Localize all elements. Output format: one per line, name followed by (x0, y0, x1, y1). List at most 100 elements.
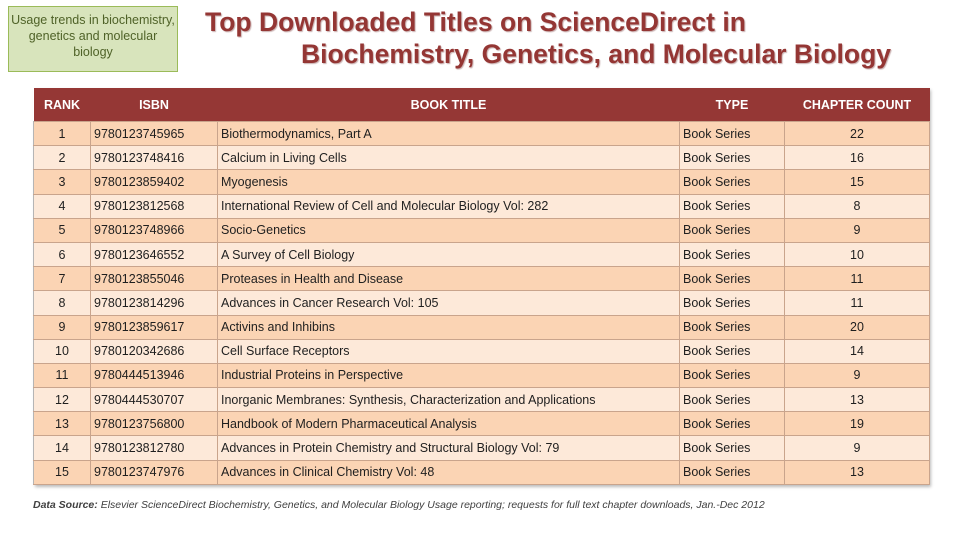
cell-chapter-count: 16 (784, 145, 930, 171)
cell-chapter-count: 10 (784, 241, 930, 268)
cell-book-title: International Review of Cell and Molecul… (217, 193, 680, 219)
cell-isbn: 9780444530707 (90, 387, 218, 413)
cell-book-title: Inorganic Membranes: Synthesis, Characte… (217, 387, 680, 413)
cell-type: Book Series (679, 169, 785, 195)
downloads-table-container: RANK ISBN BOOK TITLE TYPE CHAPTER COUNT … (33, 88, 930, 485)
table-header-row: RANK ISBN BOOK TITLE TYPE CHAPTER COUNT (33, 88, 930, 122)
cell-type: Book Series (679, 314, 785, 340)
cell-type: Book Series (679, 266, 785, 292)
cell-type: Book Series (679, 362, 785, 389)
cell-book-title: Advances in Protein Chemistry and Struct… (217, 435, 680, 461)
cell-chapter-count: 8 (784, 193, 930, 219)
cell-isbn: 9780120342686 (90, 338, 218, 364)
cell-book-title: Proteases in Health and Disease (217, 266, 680, 292)
cell-book-title: Myogenesis (217, 169, 680, 195)
cell-rank: 11 (33, 362, 91, 389)
cell-type: Book Series (679, 435, 785, 461)
cell-isbn: 9780123748416 (90, 145, 218, 171)
cell-book-title: Biothermodynamics, Part A (217, 120, 680, 147)
cell-rank: 15 (33, 459, 91, 485)
data-source-text: Elsevier ScienceDirect Biochemistry, Gen… (97, 499, 765, 511)
cell-chapter-count: 11 (784, 290, 930, 316)
header-rank: RANK (33, 88, 91, 122)
cell-chapter-count: 22 (784, 120, 930, 147)
cell-isbn: 9780123859402 (90, 169, 218, 195)
header-chapter-count: CHAPTER COUNT (784, 88, 930, 122)
table-row: 15 9780123747976 Advances in Clinical Chem… (33, 459, 930, 485)
data-source-label: Data Source: (33, 499, 98, 511)
cell-type: Book Series (679, 241, 785, 268)
cell-chapter-count: 13 (784, 387, 930, 413)
cell-book-title: Handbook of Modern Pharmaceutical Analys… (217, 411, 680, 437)
cell-rank: 5 (33, 217, 91, 243)
cell-rank: 14 (33, 435, 91, 461)
cell-rank: 2 (33, 145, 91, 171)
cell-isbn: 9780444513946 (90, 362, 218, 389)
cell-isbn: 9780123747976 (90, 459, 218, 485)
data-source-note: Data Source: Elsevier ScienceDirect Bioc… (33, 498, 933, 513)
topic-tag: Usage trends in biochemistry, genetics a… (8, 6, 178, 72)
cell-rank: 12 (33, 387, 91, 413)
cell-rank: 8 (33, 290, 91, 316)
cell-chapter-count: 9 (784, 362, 930, 389)
cell-type: Book Series (679, 217, 785, 243)
cell-rank: 9 (33, 314, 91, 340)
cell-chapter-count: 20 (784, 314, 930, 340)
title-line-1: Top Downloaded Titles on ScienceDirect i… (205, 7, 746, 37)
cell-book-title: Calcium in Living Cells (217, 145, 680, 171)
cell-book-title: Cell Surface Receptors (217, 338, 680, 364)
table-row: 8 9780123814296 Advances in Cancer Researc… (33, 290, 930, 316)
cell-rank: 3 (33, 169, 91, 195)
cell-rank: 10 (33, 338, 91, 364)
table-row: 10 9780120342686 Cell Surface Receptors Boo… (33, 338, 930, 364)
table-row: 6 9780123646552 A Survey of Cell Biology Bo… (33, 241, 930, 268)
cell-isbn: 9780123812568 (90, 193, 218, 219)
cell-rank: 4 (33, 193, 91, 219)
cell-isbn: 9780123814296 (90, 290, 218, 316)
cell-chapter-count: 13 (784, 459, 930, 485)
page-title: Top Downloaded Titles on ScienceDirect i… (205, 6, 955, 70)
table-row: 11 9780444513946 Industrial Proteins in Pe… (33, 362, 930, 389)
table-row: 12 9780444530707 Inorganic Membranes: Synt… (33, 387, 930, 413)
cell-book-title: Activins and Inhibins (217, 314, 680, 340)
cell-book-title: Advances in Cancer Research Vol: 105 (217, 290, 680, 316)
cell-rank: 6 (33, 241, 91, 268)
downloads-table: RANK ISBN BOOK TITLE TYPE CHAPTER COUNT … (33, 88, 930, 485)
title-line-2: Biochemistry, Genetics, and Molecular Bi… (301, 39, 892, 69)
table-row: 4 9780123812568 International Review of Ce… (33, 193, 930, 219)
cell-type: Book Series (679, 145, 785, 171)
cell-chapter-count: 15 (784, 169, 930, 195)
table-row: 3 9780123859402 Myogenesis Book Series 15 (33, 169, 930, 195)
cell-isbn: 9780123859617 (90, 314, 218, 340)
cell-rank: 13 (33, 411, 91, 437)
cell-type: Book Series (679, 459, 785, 485)
table-row: 7 9780123855046 Proteases in Health and Di… (33, 266, 930, 292)
cell-rank: 1 (33, 120, 91, 147)
cell-chapter-count: 11 (784, 266, 930, 292)
cell-isbn: 9780123812780 (90, 435, 218, 461)
cell-isbn: 9780123748966 (90, 217, 218, 243)
cell-isbn: 9780123756800 (90, 411, 218, 437)
table-row: 13 9780123756800 Handbook of Modern Pharma… (33, 411, 930, 437)
cell-chapter-count: 9 (784, 435, 930, 461)
cell-isbn: 9780123646552 (90, 241, 218, 268)
cell-isbn: 9780123745965 (90, 120, 218, 147)
table-row: 5 9780123748966 Socio-Genetics Book Series 9 (33, 217, 930, 243)
cell-chapter-count: 19 (784, 411, 930, 437)
table-row: 9 9780123859617 Activins and Inhibins Book … (33, 314, 930, 340)
table-row: 2 9780123748416 Calcium in Living Cells Boo… (33, 145, 930, 171)
cell-chapter-count: 9 (784, 217, 930, 243)
cell-type: Book Series (679, 338, 785, 364)
cell-chapter-count: 14 (784, 338, 930, 364)
cell-isbn: 9780123855046 (90, 266, 218, 292)
cell-type: Book Series (679, 387, 785, 413)
cell-type: Book Series (679, 411, 785, 437)
cell-type: Book Series (679, 290, 785, 316)
cell-book-title: Socio-Genetics (217, 217, 680, 243)
header-book-title: BOOK TITLE (217, 88, 680, 122)
header-isbn: ISBN (90, 88, 218, 122)
cell-book-title: Advances in Clinical Chemistry Vol: 48 (217, 459, 680, 485)
cell-type: Book Series (679, 120, 785, 147)
